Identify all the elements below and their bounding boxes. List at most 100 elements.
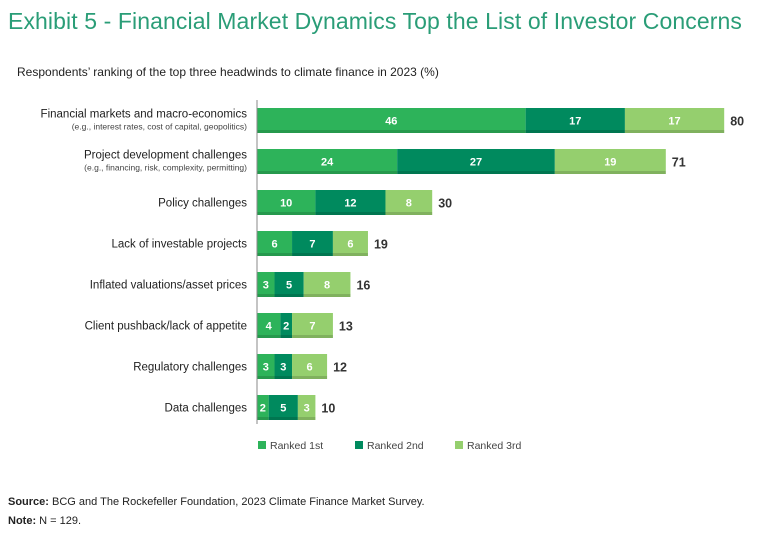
bar-value-label: 19 (604, 157, 616, 169)
bar-value-label: 24 (321, 157, 334, 169)
bar-total-label: 80 (730, 115, 744, 129)
bar-value-label: 17 (668, 116, 680, 128)
bar-total-label: 19 (374, 238, 388, 252)
bar-value-label: 5 (280, 403, 286, 415)
bar-segment (315, 190, 386, 215)
bar-value-label: 3 (304, 403, 310, 415)
bar-value-label: 4 (266, 321, 273, 333)
category-label: Regulatory challenges (133, 362, 247, 374)
legend-swatch (355, 441, 363, 449)
bar-segment (624, 108, 725, 133)
bar-segment (274, 354, 293, 379)
legend-swatch (455, 441, 463, 449)
note-text: N = 129. (39, 515, 82, 527)
bar-segment-base (268, 417, 298, 420)
bar-segment-base (257, 212, 316, 215)
bar-value-label: 3 (263, 362, 269, 374)
bar-segment (292, 231, 333, 256)
bar-value-label: 7 (309, 239, 315, 251)
bar-total-label: 71 (672, 156, 686, 170)
bar-segment (297, 395, 316, 420)
bar-segment (257, 354, 275, 379)
bar-segment-base (525, 130, 625, 133)
bar-total-label: 13 (339, 320, 353, 334)
category-label: Data challenges (165, 403, 248, 415)
bar-segment (268, 395, 298, 420)
legend-label: Ranked 3rd (467, 440, 521, 452)
bar-segment-base (292, 253, 333, 256)
category-label: Financial markets and macro-economics (41, 109, 248, 121)
legend-swatch (258, 441, 266, 449)
bar-value-label: 3 (263, 280, 269, 292)
bar-segment-base (624, 130, 725, 133)
bar-segment (554, 149, 666, 174)
bar-segment-base (292, 376, 328, 379)
bar-segment (332, 231, 368, 256)
bar-value-label: 3 (280, 362, 286, 374)
bar-value-label: 8 (324, 280, 330, 292)
legend-label: Ranked 1st (270, 440, 323, 452)
bar-segment-base (292, 335, 333, 338)
bar-segment-base (385, 212, 433, 215)
bar-value-label: 10 (280, 198, 292, 210)
bar-value-label: 7 (309, 321, 315, 333)
bar-total-label: 16 (356, 279, 370, 293)
bar-value-label: 17 (569, 116, 581, 128)
bar-segment (385, 190, 433, 215)
category-label: Project development challenges (84, 150, 247, 162)
bar-segment-base (274, 376, 293, 379)
bar-segment (257, 272, 275, 297)
category-label: Client pushback/lack of appetite (85, 321, 247, 333)
bar-segment (257, 108, 526, 133)
bar-value-label: 2 (260, 403, 266, 415)
bar-total-label: 12 (333, 361, 347, 375)
bar-segment (274, 272, 304, 297)
category-sublabel: (e.g., financing, risk, complexity, perm… (84, 163, 247, 173)
bar-value-label: 12 (344, 198, 356, 210)
bar-segment (397, 149, 555, 174)
category-label: Lack of investable projects (111, 239, 247, 251)
bar-segment-base (274, 294, 304, 297)
bar-segment-base (257, 253, 293, 256)
legend-label: Ranked 2nd (367, 440, 424, 452)
bar-segment (257, 149, 398, 174)
bar-value-label: 8 (406, 198, 412, 210)
bar-segment (292, 354, 328, 379)
source-text: BCG and The Rockefeller Foundation, 2023… (52, 496, 425, 508)
bar-segment (292, 313, 333, 338)
bar-segment-base (297, 417, 316, 420)
chart-title: Exhibit 5 - Financial Market Dynamics To… (8, 8, 743, 34)
bar-segment-base (332, 253, 368, 256)
bar-segment-base (257, 171, 398, 174)
bar-segment (257, 231, 293, 256)
bar-total-label: 10 (321, 402, 335, 416)
bar-segment-base (303, 294, 351, 297)
bar-segment-base (280, 335, 293, 338)
category-label: Policy challenges (158, 198, 247, 210)
bar-segment-base (257, 294, 275, 297)
bar-value-label: 46 (385, 116, 397, 128)
note-label: Note: (8, 515, 37, 527)
category-label: Inflated valuations/asset prices (90, 280, 248, 292)
bar-total-label: 30 (438, 197, 452, 211)
bar-segment (525, 108, 625, 133)
bar-value-label: 2 (283, 321, 289, 333)
bar-segment-base (397, 171, 555, 174)
bar-segment-base (554, 171, 666, 174)
bar-segment (303, 272, 351, 297)
bar-segment (257, 190, 316, 215)
bar-segment-base (257, 130, 526, 133)
source-note: Source: BCG and The Rockefeller Foundati… (8, 496, 425, 508)
bar-segment (280, 313, 293, 338)
bar-segment (257, 313, 281, 338)
bar-segment-base (257, 335, 281, 338)
bar-segment (257, 395, 269, 420)
bar-value-label: 6 (271, 239, 277, 251)
bar-value-label: 6 (306, 362, 312, 374)
bar-value-label: 5 (286, 280, 292, 292)
category-sublabel: (e.g., interest rates, cost of capital, … (72, 122, 247, 132)
sample-note: Note: N = 129. (8, 515, 81, 527)
bar-segment-base (315, 212, 386, 215)
chart-subtitle: Respondents’ ranking of the top three he… (17, 65, 439, 79)
